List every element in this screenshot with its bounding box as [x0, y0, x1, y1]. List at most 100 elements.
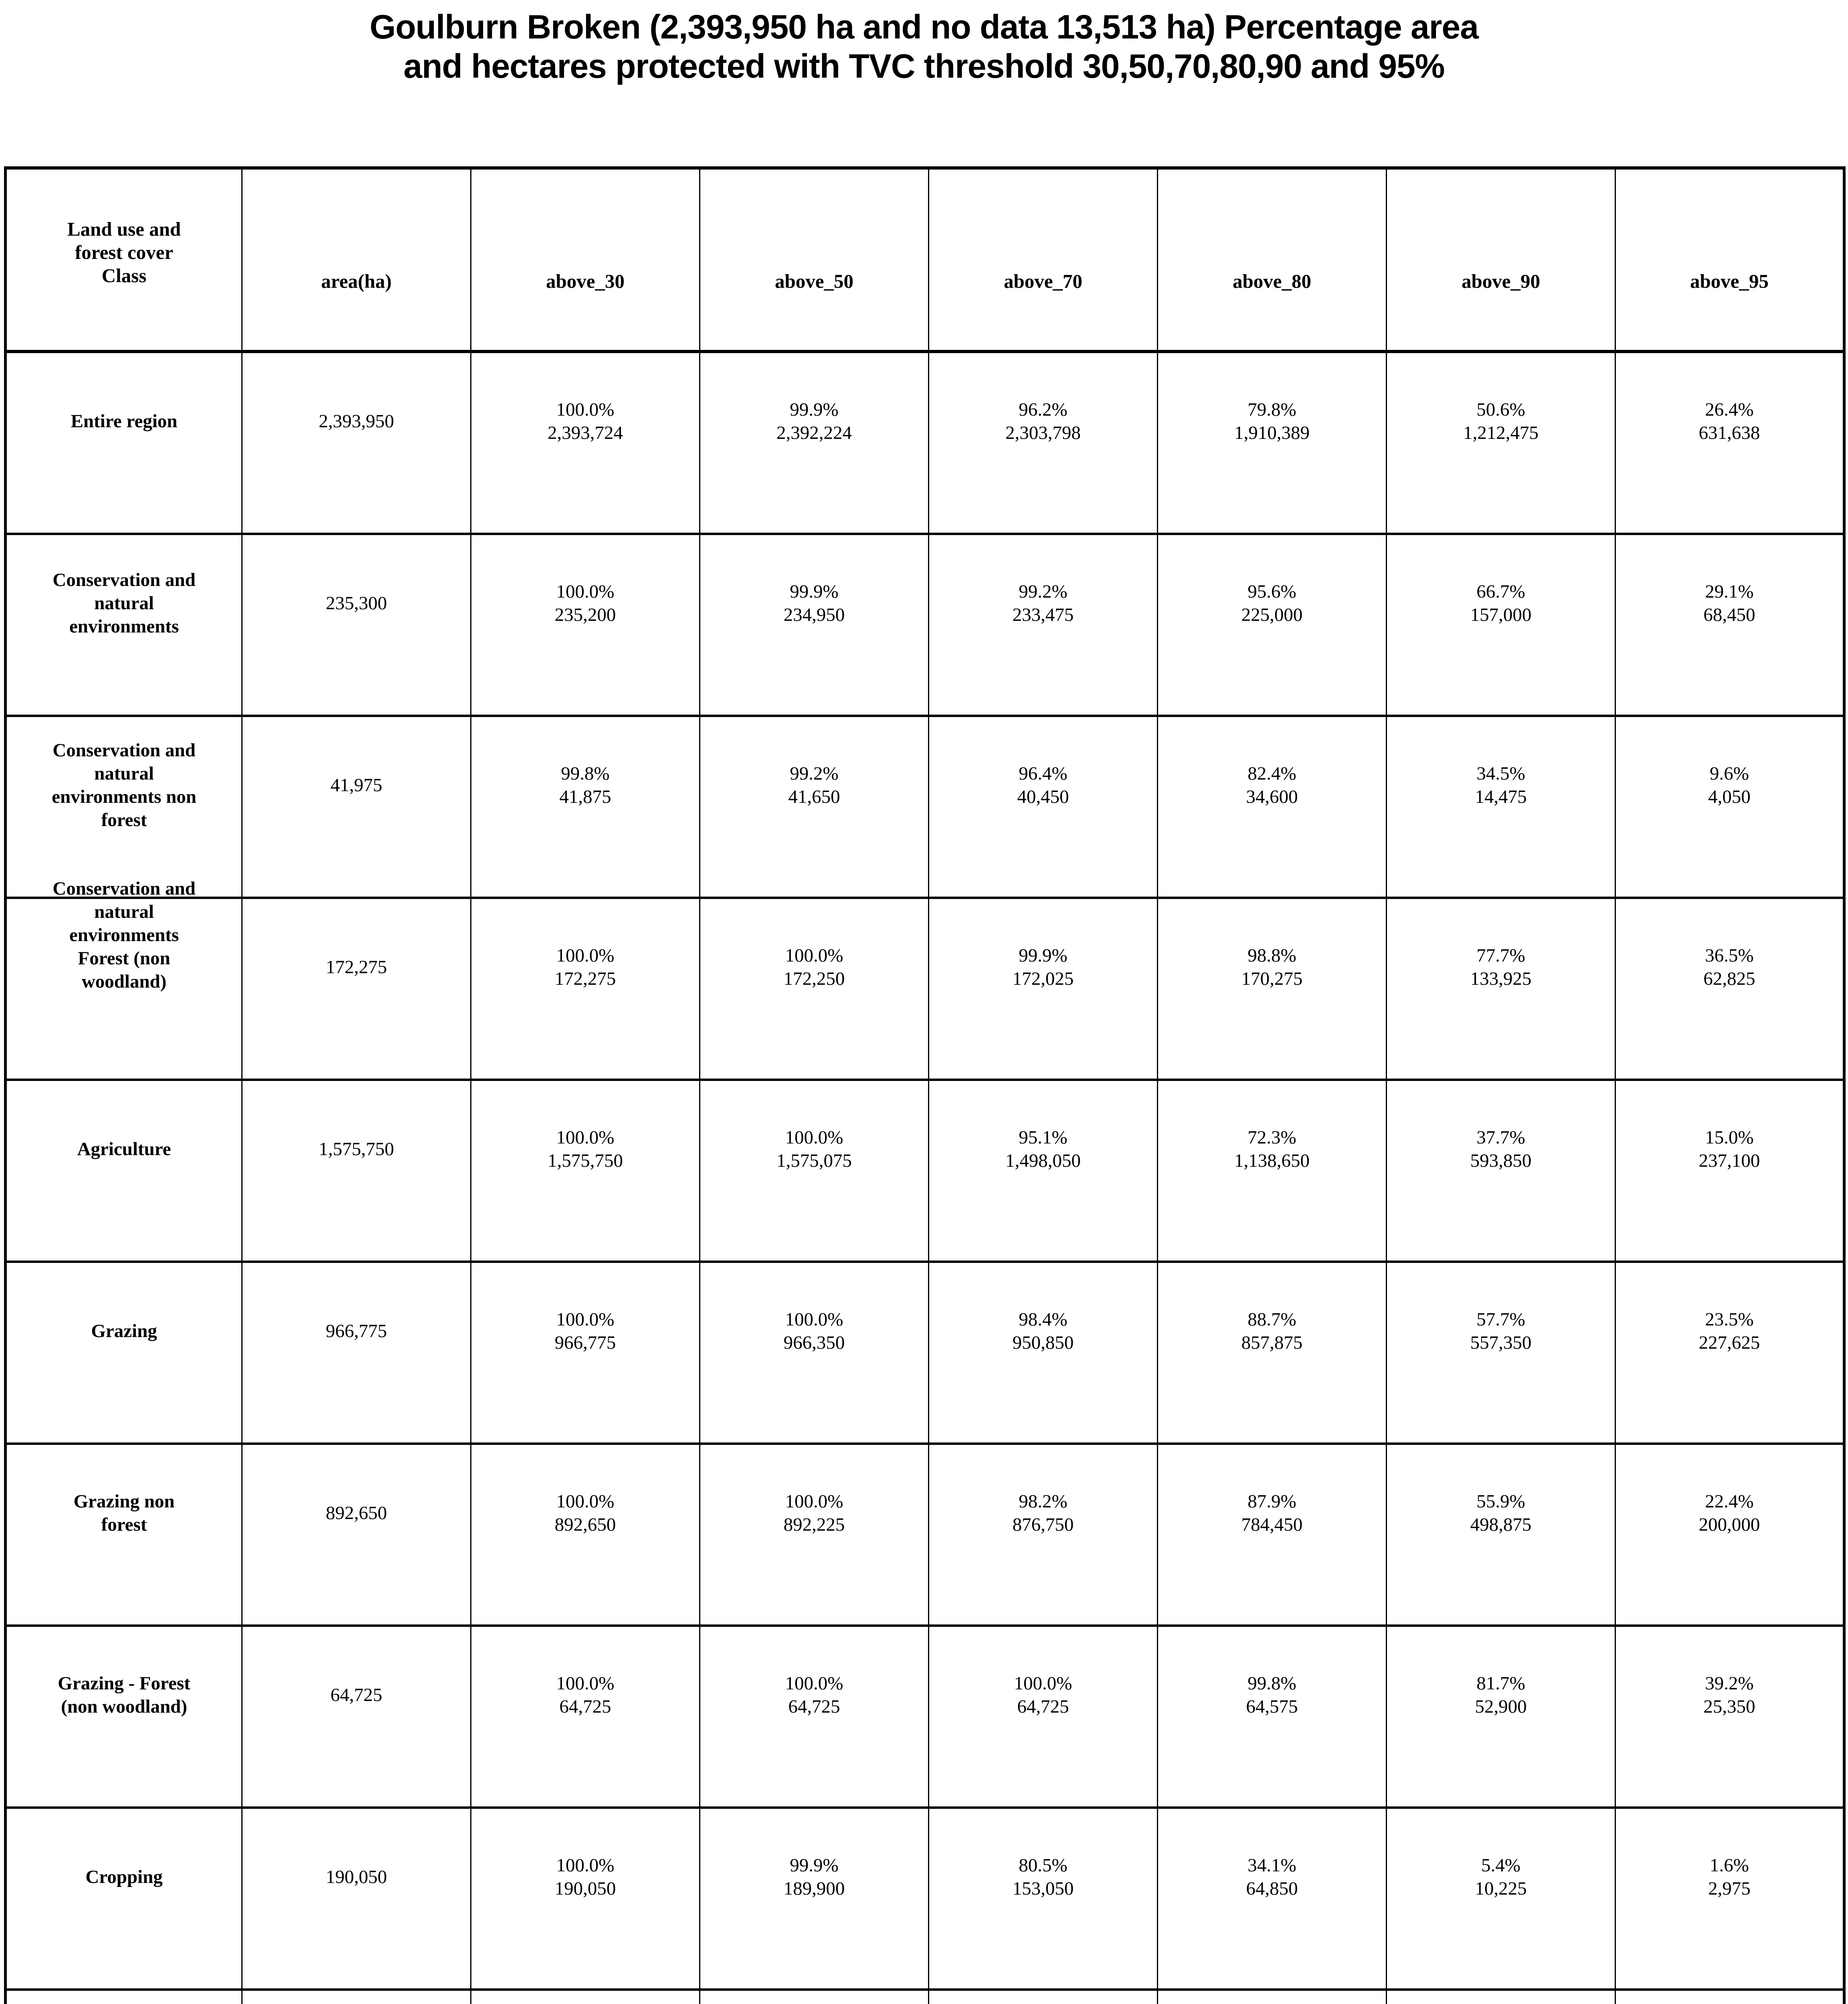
threshold-cell: 100.0% 172,250 [699, 897, 929, 1081]
threshold-cell: 100.0% 966,350 [699, 1261, 929, 1445]
col-header-area: area(ha) [241, 166, 471, 353]
col-header-above-70: above_70 [928, 166, 1158, 353]
threshold-cell: 55.9% 498,875 [1386, 1442, 1616, 1627]
threshold-cell: 1.6% 2,975 [1615, 1806, 1845, 1991]
threshold-cell: 100.0% 64,725 [928, 1624, 1158, 1809]
threshold-cell: 66.7% 157,000 [1386, 533, 1616, 717]
row-label-cell: Grazing - Forest (non woodland) [5, 1624, 243, 1809]
threshold-cell: 98.2% 876,750 [928, 1442, 1158, 1627]
area-cell: 406,650 [241, 1988, 471, 2004]
table-header: Land use and forest cover Class area(ha)… [5, 166, 1845, 353]
tvc-threshold-table: Land use and forest cover Class area(ha)… [4, 166, 1846, 2004]
row-label-cell: Conservation and natural environments Fo… [5, 878, 243, 1081]
row-label-cell: Agriculture [5, 1079, 243, 1263]
table-row: Cropping 190,050 100.0% 190,050 99.9% 189,9… [5, 1806, 1845, 1991]
threshold-cell: 87.9% 784,450 [1157, 1442, 1387, 1627]
table-row: Grazing - Forest (non woodland) 64,725 100… [5, 1624, 1845, 1809]
threshold-cell: 72.3% 1,138,650 [1157, 1079, 1387, 1263]
area-cell: 966,775 [241, 1261, 471, 1445]
threshold-cell: 77.7% 133,925 [1386, 897, 1616, 1081]
threshold-cell: 34.5% 14,475 [1386, 715, 1616, 899]
row-label-cell: Irrigation [5, 1988, 243, 2004]
col-header-class: Land use and forest cover Class [5, 166, 243, 353]
threshold-cell: 100.0% 1,575,750 [470, 1079, 700, 1263]
row-label-cell: Entire region [5, 350, 243, 535]
threshold-cell: 100.0% 2,393,724 [470, 350, 700, 535]
threshold-cell: 98.4% 950,850 [928, 1261, 1158, 1445]
threshold-cell: 22.4% 200,000 [1615, 1442, 1845, 1627]
threshold-cell: 93.9% 381,950 [928, 1988, 1158, 2004]
threshold-cell: 82.4% 34,600 [1157, 715, 1387, 899]
threshold-cell: 26.4% 631,638 [1615, 350, 1845, 535]
col-header-above-30: above_30 [470, 166, 700, 353]
threshold-cell: 99.8% 64,575 [1157, 1624, 1387, 1809]
threshold-cell: 100.0% 966,775 [470, 1261, 700, 1445]
threshold-cell: 50.6% 1,212,475 [1386, 350, 1616, 535]
col-header-above-95: above_95 [1615, 166, 1845, 353]
threshold-cell: 99.2% 41,650 [699, 715, 929, 899]
threshold-cell: 98.8% 170,275 [1157, 897, 1387, 1081]
threshold-cell: 99.8% 41,875 [470, 715, 700, 899]
area-cell: 41,975 [241, 715, 471, 899]
threshold-cell: 100.0% 235,200 [470, 533, 700, 717]
title-line-1: Goulburn Broken (2,393,950 ha and no dat… [370, 8, 1479, 46]
area-cell: 1,575,750 [241, 1079, 471, 1263]
threshold-cell: 9.6% 4,050 [1615, 715, 1845, 899]
table-row: Entire region 2,393,950 100.0% 2,393,724 99… [5, 350, 1845, 535]
area-cell: 64,725 [241, 1624, 471, 1809]
threshold-cell: 15.0% 237,100 [1615, 1079, 1845, 1263]
threshold-cell: 39.2% 25,350 [1615, 1624, 1845, 1809]
threshold-cell: 99.9% 234,950 [699, 533, 929, 717]
threshold-cell: 23.5% 227,625 [1615, 1261, 1845, 1445]
threshold-cell: 79.8% 1,910,389 [1157, 350, 1387, 535]
threshold-cell: 36.5% 62,825 [1615, 897, 1845, 1081]
threshold-cell: 95.6% 225,000 [1157, 533, 1387, 717]
threshold-cell: 100.0% 1,575,075 [699, 1079, 929, 1263]
table-row: Conservation and natural environments no… [5, 715, 1845, 899]
area-cell: 190,050 [241, 1806, 471, 1991]
area-cell: 2,393,950 [241, 350, 471, 535]
threshold-cell: 95.1% 1,498,050 [928, 1079, 1158, 1263]
threshold-cell: 29.1% 68,450 [1615, 533, 1845, 717]
header-row: Land use and forest cover Class area(ha)… [5, 166, 1845, 353]
threshold-cell: 100.0% 892,225 [699, 1442, 929, 1627]
threshold-cell: 88.7% 857,875 [1157, 1261, 1387, 1445]
title-line-2: and hectares protected with TVC threshol… [403, 47, 1445, 85]
threshold-cell: 100.0% 64,725 [699, 1624, 929, 1809]
table-row: Conservation and natural environments Fo… [5, 878, 1845, 1081]
threshold-cell: 34.1% 64,850 [1157, 1806, 1387, 1991]
threshold-cell: 99.2% 233,475 [928, 533, 1158, 717]
threshold-cell: 100.0% 172,275 [470, 897, 700, 1081]
table-row: Agriculture 1,575,750 100.0% 1,575,750 100.… [5, 1079, 1845, 1263]
row-label-cell: Grazing non forest [5, 1442, 243, 1627]
threshold-cell: 50.5% 205,275 [1157, 1988, 1387, 2004]
threshold-cell: 57.7% 557,350 [1386, 1261, 1616, 1445]
row-label-cell: Conservation and natural environments [5, 533, 243, 717]
table-row: Conservation and natural environments 235… [5, 533, 1845, 717]
threshold-cell: 100.0% 406,650 [470, 1988, 700, 2004]
threshold-cell: 100.0% 64,725 [470, 1624, 700, 1809]
area-cell: 235,300 [241, 533, 471, 717]
threshold-cell: 96.4% 40,450 [928, 715, 1158, 899]
area-cell: 892,650 [241, 1442, 471, 1627]
threshold-cell: 37.7% 593,850 [1386, 1079, 1616, 1263]
threshold-cell: 100.0% 190,050 [470, 1806, 700, 1991]
page-title: Goulburn Broken (2,393,950 ha and no dat… [0, 7, 1848, 86]
threshold-cell: 100.0% 892,650 [470, 1442, 700, 1627]
threshold-cell: 81.7% 52,900 [1386, 1624, 1616, 1809]
threshold-cell: 80.5% 153,050 [928, 1806, 1158, 1991]
table-row: Grazing 966,775 100.0% 966,775 100.0% 966,3… [5, 1261, 1845, 1445]
col-header-above-80: above_80 [1157, 166, 1387, 353]
table-body: Entire region 2,393,950 100.0% 2,393,724 99… [5, 350, 1845, 2004]
threshold-cell: 99.9% 189,900 [699, 1806, 929, 1991]
table-row: Grazing non forest 892,650 100.0% 892,650 1… [5, 1442, 1845, 1627]
threshold-cell: 5.4% 10,225 [1386, 1806, 1616, 1991]
col-header-above-90: above_90 [1386, 166, 1616, 353]
row-label-cell: Conservation and natural environments no… [5, 715, 243, 899]
row-label-cell: Cropping [5, 1806, 243, 1991]
threshold-cell: 4.8% 19,500 [1386, 1988, 1616, 2004]
threshold-cell: 96.2% 2,303,798 [928, 350, 1158, 535]
threshold-cell: 99.9% 172,025 [928, 897, 1158, 1081]
